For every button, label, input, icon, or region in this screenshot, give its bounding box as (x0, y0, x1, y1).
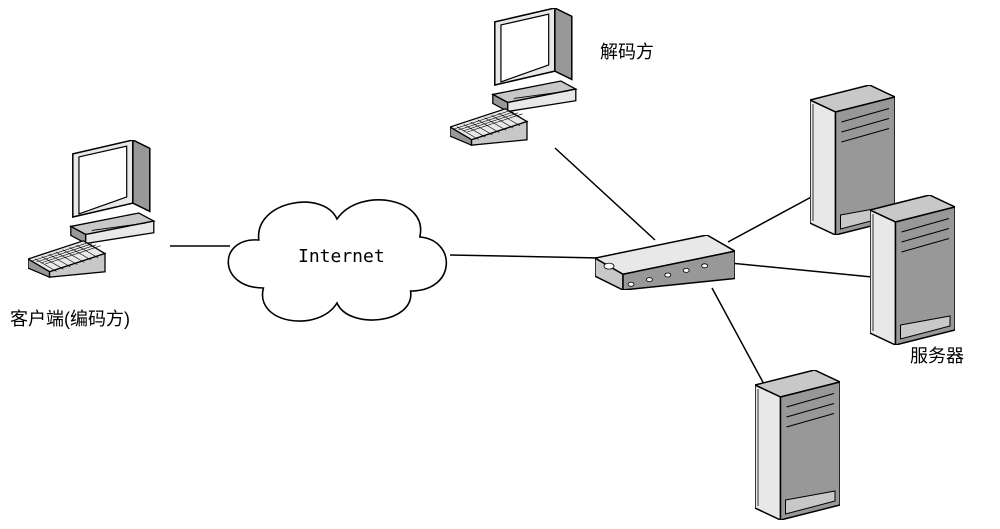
server-label: 服务器 (910, 342, 964, 368)
server-tower-3 (755, 370, 840, 520)
client-label: 客户端(编码方) (10, 305, 130, 331)
server-tower-2 (870, 195, 955, 345)
decoder-computer (450, 8, 590, 148)
diagram-canvas: 客户端(编码方) 解码方 Internet 服务器 (0, 0, 1000, 529)
internet-label: Internet (298, 246, 385, 267)
router-device (595, 235, 735, 290)
client-computer (28, 140, 168, 280)
decoder-label: 解码方 (600, 38, 654, 64)
